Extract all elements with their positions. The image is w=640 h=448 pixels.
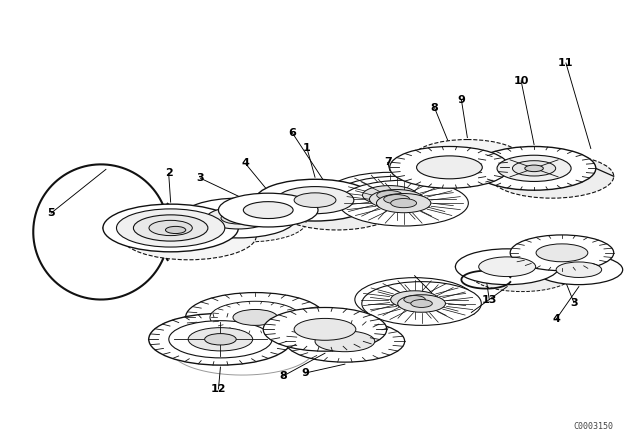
Text: 13: 13 — [481, 294, 497, 305]
Text: 7: 7 — [384, 157, 392, 168]
Text: 5: 5 — [47, 208, 55, 218]
Ellipse shape — [207, 207, 270, 229]
Ellipse shape — [191, 202, 306, 242]
Ellipse shape — [210, 301, 301, 334]
Ellipse shape — [205, 334, 236, 345]
Text: 6: 6 — [467, 307, 476, 318]
Ellipse shape — [390, 198, 417, 208]
Ellipse shape — [479, 257, 536, 276]
Ellipse shape — [497, 155, 571, 181]
Ellipse shape — [255, 179, 375, 221]
Text: 11: 11 — [558, 58, 573, 68]
Ellipse shape — [294, 319, 356, 340]
Ellipse shape — [180, 198, 296, 238]
Ellipse shape — [325, 172, 454, 218]
Ellipse shape — [417, 156, 483, 179]
Ellipse shape — [233, 310, 278, 325]
Text: 9: 9 — [458, 95, 465, 105]
Ellipse shape — [294, 193, 336, 207]
Ellipse shape — [166, 226, 186, 233]
Ellipse shape — [121, 212, 256, 260]
Text: 3: 3 — [570, 297, 578, 307]
Ellipse shape — [133, 215, 208, 241]
Ellipse shape — [513, 161, 556, 176]
Ellipse shape — [148, 314, 292, 365]
Text: 7: 7 — [428, 288, 435, 297]
Text: 6: 6 — [288, 128, 296, 138]
Text: 4: 4 — [241, 159, 249, 168]
Ellipse shape — [243, 202, 293, 219]
Text: 8: 8 — [431, 103, 438, 113]
Ellipse shape — [472, 146, 596, 190]
Ellipse shape — [149, 220, 192, 236]
Ellipse shape — [285, 320, 404, 362]
Ellipse shape — [556, 262, 602, 277]
Text: 2: 2 — [164, 168, 173, 178]
Ellipse shape — [470, 256, 574, 292]
Ellipse shape — [490, 155, 614, 198]
Ellipse shape — [535, 255, 623, 284]
Ellipse shape — [186, 293, 325, 342]
Text: 4: 4 — [552, 314, 560, 324]
Ellipse shape — [456, 249, 559, 284]
Ellipse shape — [221, 212, 256, 224]
Ellipse shape — [355, 278, 474, 321]
Text: 10: 10 — [513, 76, 529, 86]
Text: 3: 3 — [196, 173, 204, 183]
Ellipse shape — [369, 190, 424, 209]
Ellipse shape — [384, 194, 410, 204]
Ellipse shape — [362, 185, 417, 205]
Ellipse shape — [377, 190, 403, 200]
Ellipse shape — [413, 139, 522, 177]
Ellipse shape — [116, 209, 225, 247]
Ellipse shape — [525, 165, 543, 172]
Ellipse shape — [103, 204, 238, 252]
Ellipse shape — [277, 188, 397, 230]
Ellipse shape — [510, 235, 614, 271]
Ellipse shape — [362, 282, 481, 325]
Ellipse shape — [376, 194, 431, 213]
Ellipse shape — [218, 193, 318, 227]
Ellipse shape — [276, 186, 354, 214]
Ellipse shape — [397, 295, 445, 312]
Ellipse shape — [390, 291, 438, 308]
Ellipse shape — [411, 300, 432, 307]
Text: 1: 1 — [303, 143, 311, 154]
Text: 9: 9 — [301, 368, 309, 378]
Text: 12: 12 — [211, 384, 226, 394]
Ellipse shape — [263, 307, 387, 351]
Ellipse shape — [169, 321, 272, 358]
Ellipse shape — [332, 177, 461, 222]
Ellipse shape — [188, 327, 253, 351]
Ellipse shape — [339, 180, 468, 226]
Ellipse shape — [536, 244, 588, 262]
Text: 8: 8 — [279, 371, 287, 381]
Ellipse shape — [404, 296, 426, 303]
Text: C0003150: C0003150 — [574, 422, 614, 431]
Ellipse shape — [315, 331, 375, 352]
Ellipse shape — [390, 146, 509, 188]
